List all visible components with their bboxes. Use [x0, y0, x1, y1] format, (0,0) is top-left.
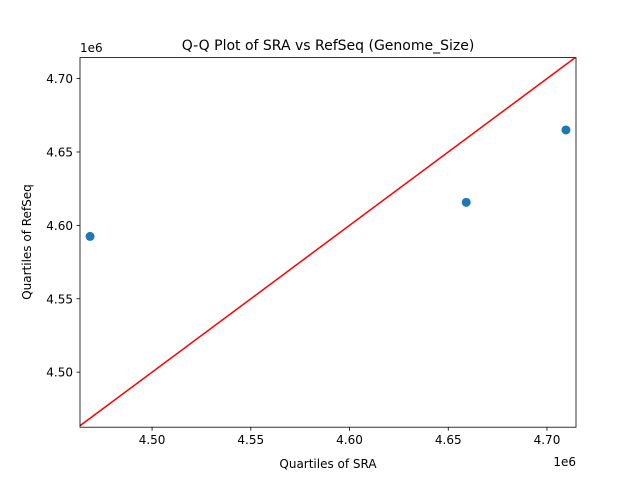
axes-frame: [79, 57, 577, 428]
reference-line: [80, 57, 576, 427]
y-offset-label: 1e6: [80, 41, 103, 55]
y-tick-label: 4.70: [46, 72, 73, 86]
x-axis-label: Quartiles of SRA: [279, 457, 377, 471]
x-tick-label: 4.50: [139, 433, 166, 447]
data-point: [561, 125, 571, 135]
data-point: [461, 197, 471, 207]
x-tick-label: 4.60: [336, 433, 363, 447]
y-tick-label: 4.50: [46, 366, 73, 380]
x-offset-label: 1e6: [553, 455, 576, 469]
x-tick-label: 4.55: [237, 433, 264, 447]
y-tick-label: 4.65: [46, 145, 73, 159]
y-tick-label: 4.55: [46, 292, 73, 306]
data-point: [85, 231, 95, 241]
y-tick-label: 4.60: [46, 219, 73, 233]
plot-area: [80, 57, 576, 427]
x-tick-label: 4.65: [435, 433, 462, 447]
x-tick-label: 4.70: [534, 433, 561, 447]
chart-title: Q-Q Plot of SRA vs RefSeq (Genome_Size): [182, 38, 475, 54]
y-axis-label: Quartiles of RefSeq: [20, 184, 34, 300]
